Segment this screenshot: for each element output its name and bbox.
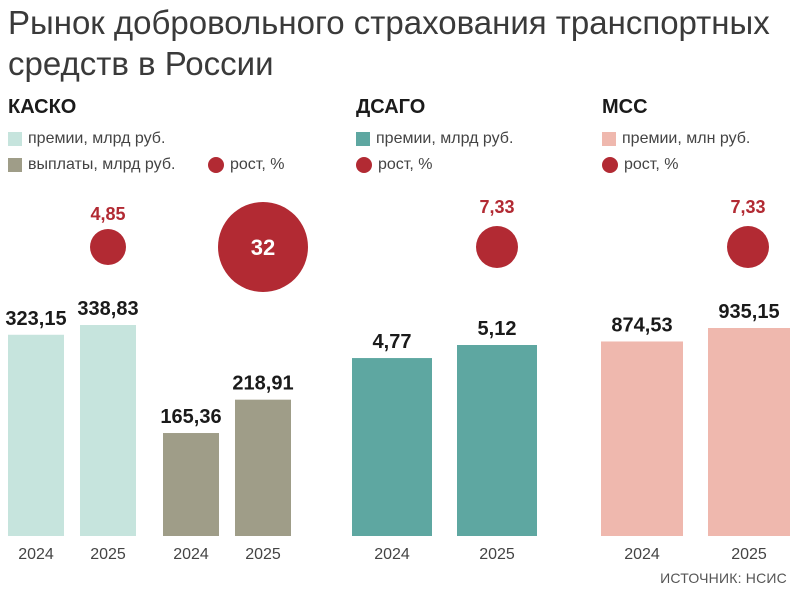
source-note: ИСТОЧНИК: НСИС — [660, 570, 787, 586]
growth-circle-kasko-premii — [90, 229, 126, 265]
legend-swatch-kasko-premii — [8, 132, 22, 146]
value-label-kasko-viplaty-2024: 165,36 — [160, 406, 221, 428]
value-label-kasko-viplaty-2025: 218,91 — [232, 373, 293, 395]
legend-label-mss-rost: рост, % — [624, 156, 679, 173]
legend-dot-kasko-rost — [208, 157, 224, 173]
legend-kasko-rost: рост, % — [208, 156, 284, 174]
year-label-dsago-premii-2025: 2025 — [479, 546, 515, 563]
year-label-mss-premii-2024: 2024 — [624, 546, 660, 563]
legend-swatch-kasko-viplaty — [8, 158, 22, 172]
legend-dot-mss-rost — [602, 157, 618, 173]
bar-dsago-premii-2025 — [457, 345, 537, 536]
legend-label-dsago-rost: рост, % — [378, 156, 433, 173]
year-label-kasko-viplaty-2025: 2025 — [245, 546, 281, 563]
bar-kasko-viplaty-2024 — [163, 433, 219, 536]
growth-circle-mss-premii — [727, 226, 769, 268]
legend-label-kasko-viplaty: выплаты, млрд руб. — [28, 156, 176, 173]
value-label-kasko-premii-2025: 338,83 — [77, 298, 138, 320]
page-title: Рынок добровольного страхования транспор… — [8, 4, 770, 82]
growth-label-mss-premii: 7,33 — [730, 197, 765, 217]
legend-label-dsago-premii: премии, млрд руб. — [376, 130, 514, 147]
section-title-mss: МСС — [602, 96, 648, 118]
legend-mss-premii: премии, млн руб. — [602, 130, 750, 148]
bar-kasko-viplaty-2025 — [235, 399, 291, 536]
bar-kasko-premii-2025 — [80, 325, 136, 536]
bar-mss-premii-2025 — [708, 328, 790, 536]
value-label-mss-premii-2025: 935,15 — [718, 301, 779, 323]
value-label-dsago-premii-2024: 4,77 — [373, 331, 412, 353]
legend-label-mss-premii: премии, млн руб. — [622, 130, 751, 147]
legend-kasko-viplaty: выплаты, млрд руб. — [8, 156, 175, 174]
legend-dot-dsago-rost — [356, 157, 372, 173]
section-title-dsago: ДСАГО — [356, 96, 426, 118]
growth-label-kasko-premii: 4,85 — [90, 204, 125, 224]
legend-label-kasko-rost: рост, % — [230, 156, 285, 173]
growth-label-kasko-viplaty: 32 — [251, 235, 275, 260]
year-label-kasko-premii-2025: 2025 — [90, 546, 126, 563]
year-label-kasko-premii-2024: 2024 — [18, 546, 54, 563]
year-label-mss-premii-2025: 2025 — [731, 546, 767, 563]
legend-swatch-mss-premii — [602, 132, 616, 146]
year-label-dsago-premii-2024: 2024 — [374, 546, 410, 563]
growth-circle-dsago-premii — [476, 226, 518, 268]
value-label-kasko-premii-2024: 323,15 — [5, 308, 66, 330]
legend-dsago-premii: премии, млрд руб. — [356, 130, 513, 148]
growth-label-dsago-premii: 7,33 — [479, 197, 514, 217]
growth-circle-kasko-viplaty — [218, 202, 308, 292]
year-label-kasko-viplaty-2024: 2024 — [173, 546, 209, 563]
value-label-mss-premii-2024: 874,53 — [611, 314, 672, 336]
legend-kasko-premii: премии, млрд руб. — [8, 130, 165, 148]
legend-label-kasko-premii: премии, млрд руб. — [28, 130, 166, 147]
bar-dsago-premii-2024 — [352, 358, 432, 536]
bar-mss-premii-2024 — [601, 341, 683, 536]
legend-dsago-rost: рост, % — [356, 156, 432, 174]
bar-kasko-premii-2024 — [8, 334, 64, 536]
value-label-dsago-premii-2025: 5,12 — [478, 318, 517, 340]
section-title-kasko: КАСКО — [8, 96, 77, 118]
legend-swatch-dsago-premii — [356, 132, 370, 146]
legend-mss-rost: рост, % — [602, 156, 678, 174]
